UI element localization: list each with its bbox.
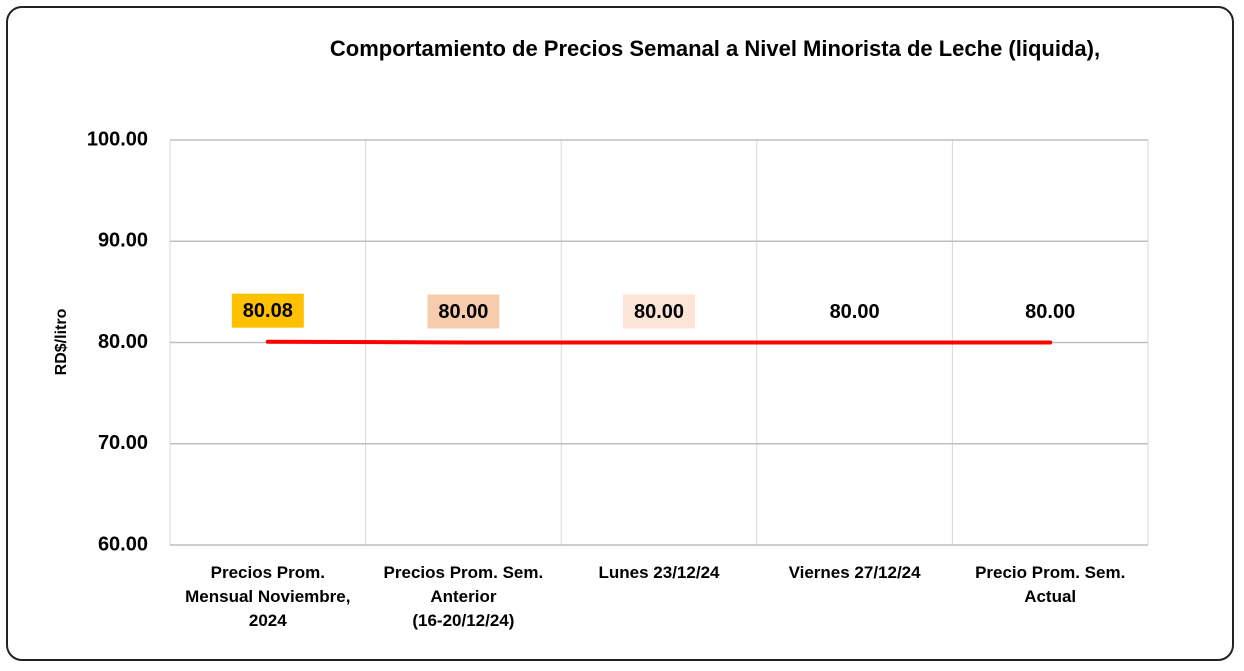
x-tick-label: Viernes 27/12/24 [788,563,921,582]
data-label: 80.00 [1025,301,1075,323]
y-tick-label: 90.00 [98,230,148,252]
x-tick-label: Precio Prom. Sem. Actual [975,563,1126,606]
data-label-box [623,294,695,329]
y-tick-label: 70.00 [98,432,148,454]
data-label-box [427,294,500,329]
series-line [265,339,1053,345]
x-tick-label: Lunes 23/12/24 [598,563,720,582]
data-label: 80.00 [830,301,880,323]
data-label: 80.00 [634,301,684,323]
data-label-box [231,293,304,328]
x-tick-label: Precios Prom. Mensual Noviembre, 2024 [185,563,351,630]
chart-title: Comportamiento de Precios Semanal a Nive… [330,36,1100,61]
y-axis-label: RD$/litro [53,308,70,375]
y-tick-label: 60.00 [98,533,148,555]
x-tick-label: Precios Prom. Sem. Anterior (16-20/12/24… [383,563,544,630]
data-label: 80.08 [243,300,293,322]
chart-frame [6,6,1234,661]
y-tick-label: 100.00 [87,128,148,150]
y-tick-label: 80.00 [98,331,148,353]
data-label: 80.00 [438,301,488,323]
